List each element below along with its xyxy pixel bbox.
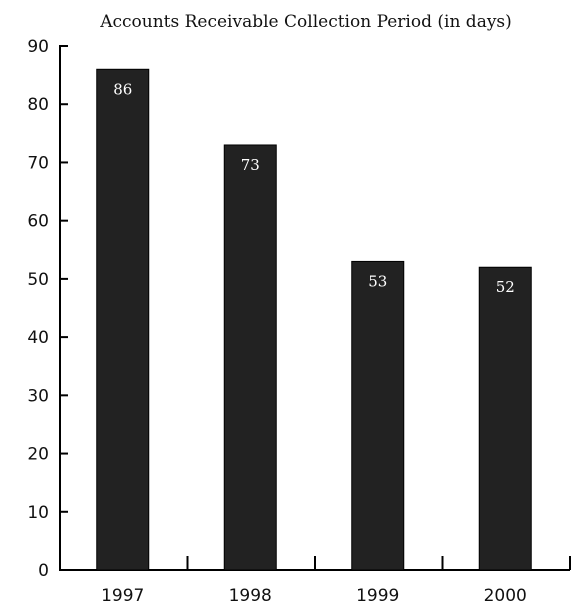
- y-tick-label: 80: [27, 95, 49, 115]
- bar-1999: [351, 260, 405, 571]
- x-tick-label: 1997: [101, 586, 144, 606]
- y-tick-label: 60: [27, 212, 49, 232]
- x-tick-label: 1998: [229, 586, 272, 606]
- y-tick-label: 30: [27, 386, 49, 406]
- y-tick-label: 40: [27, 328, 49, 348]
- x-tick-label: 2000: [484, 586, 527, 606]
- bar-value-label: 53: [368, 272, 387, 290]
- chart-title: Accounts Receivable Collection Period (i…: [99, 12, 512, 32]
- bars-group: 86 73 53 52: [96, 68, 532, 571]
- x-tick-label: 1999: [356, 586, 399, 606]
- y-tick-label: 50: [27, 270, 49, 290]
- bar-1998: [223, 144, 277, 571]
- y-tick-label: 20: [27, 445, 49, 465]
- y-tick-label: 90: [27, 37, 49, 57]
- y-tick-label: 70: [27, 153, 49, 173]
- y-axis: 0 10 20 30 40 50 60 70 80 90: [27, 37, 68, 581]
- bar-value-label: 86: [113, 80, 132, 98]
- bar-2000: [478, 266, 532, 571]
- y-tick-label: 0: [38, 561, 49, 581]
- bar-value-label: 52: [496, 278, 515, 296]
- y-tick-label: 10: [27, 503, 49, 523]
- bar-value-label: 73: [241, 156, 260, 174]
- bar-1997: [96, 68, 150, 571]
